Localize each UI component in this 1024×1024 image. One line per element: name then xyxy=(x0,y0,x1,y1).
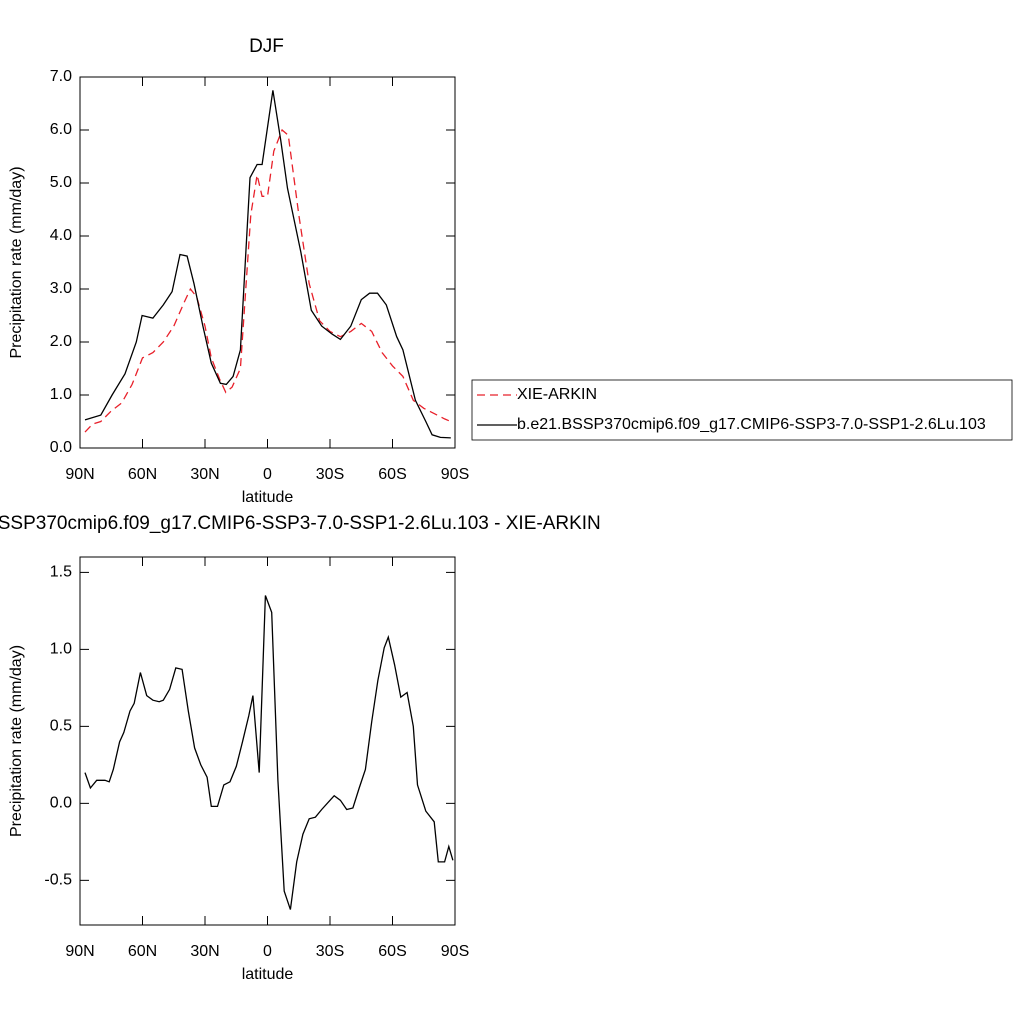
x-tick-label: 30N xyxy=(190,943,219,960)
x-tick-label: 90N xyxy=(65,943,94,960)
y-tick-label: 2.0 xyxy=(50,333,72,350)
x-tick-label: 90S xyxy=(441,943,469,960)
x-tick-label: 90N xyxy=(65,466,94,483)
chart-title: DJF xyxy=(249,36,284,57)
x-tick-label: 30N xyxy=(190,466,219,483)
data-line xyxy=(84,128,452,433)
data-line xyxy=(84,90,451,439)
y-tick-label: 0.0 xyxy=(50,795,72,812)
x-axis-label: latitude xyxy=(242,489,294,506)
y-tick-label: 0.0 xyxy=(50,439,72,456)
plot-frame xyxy=(79,76,456,449)
x-tick-label: 30S xyxy=(316,943,344,960)
x-axis-label: latitude xyxy=(242,966,294,983)
x-tick-label: 0 xyxy=(263,466,272,483)
y-axis-label: Precipitation rate (mm/day) xyxy=(8,645,25,837)
y-tick-label: 3.0 xyxy=(50,280,72,297)
y-tick-label: 6.0 xyxy=(50,121,72,138)
x-tick-label: 30S xyxy=(316,466,344,483)
legend-box xyxy=(471,379,1013,441)
x-tick-label: 90S xyxy=(441,466,469,483)
chart-title: b.e21.BSSP370cmip6.f09_g17.CMIP6-SSP3-7.… xyxy=(0,513,601,534)
legend-label: b.e21.BSSP370cmip6.f09_g17.CMIP6-SSP3-7.… xyxy=(517,416,986,433)
y-tick-label: 5.0 xyxy=(50,174,72,191)
y-tick-label: 1.5 xyxy=(50,564,72,581)
plot-frame xyxy=(79,556,456,926)
y-tick-label: 1.0 xyxy=(50,641,72,658)
y-tick-label: 1.0 xyxy=(50,386,72,403)
y-tick-label: 4.0 xyxy=(50,227,72,244)
y-tick-label: 0.5 xyxy=(50,718,72,735)
x-tick-label: 60S xyxy=(378,466,406,483)
x-tick-label: 0 xyxy=(263,943,272,960)
x-tick-label: 60N xyxy=(128,466,157,483)
x-tick-label: 60N xyxy=(128,943,157,960)
data-line xyxy=(84,595,454,910)
x-tick-label: 60S xyxy=(378,943,406,960)
y-axis-label: Precipitation rate (mm/day) xyxy=(8,166,25,358)
legend-label: XIE-ARKIN xyxy=(517,386,597,403)
y-tick-label: -0.5 xyxy=(44,872,72,889)
y-tick-label: 7.0 xyxy=(50,68,72,85)
